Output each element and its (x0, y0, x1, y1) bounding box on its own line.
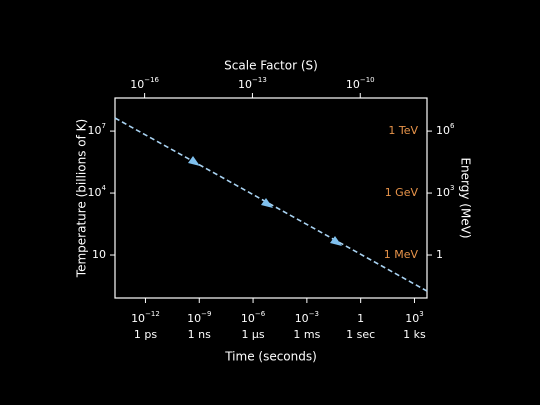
tick-exponent: −6 (255, 310, 266, 318)
tick-base: 10 (436, 186, 450, 199)
x-tick-label: 1 (357, 312, 364, 325)
y-tick-label: 104 (88, 184, 107, 199)
y2-tick-label: 106 (436, 122, 455, 137)
x-tick-unit: 1 ps (134, 328, 157, 341)
x2-tick-label: 10−13 (238, 76, 267, 91)
tick-exponent: −9 (201, 310, 211, 318)
tick-base: 10 (241, 312, 255, 325)
x2-axis-label: Scale Factor (S) (224, 59, 318, 73)
arrow (188, 156, 200, 166)
tick-base: 10 (346, 78, 360, 91)
tick-exponent: −16 (144, 76, 159, 84)
x-tick-unit: 1 ns (188, 328, 211, 341)
x-axis-label: Time (seconds) (224, 350, 317, 364)
x-tick-unit: 1 ms (293, 328, 320, 341)
tick-base: 10 (187, 312, 201, 325)
tick-exponent: 7 (102, 122, 106, 130)
tick-exponent: −10 (360, 76, 375, 84)
y-tick-label: 10 (92, 248, 106, 261)
arrow (261, 198, 273, 208)
x-tick-unit: 1 ks (403, 328, 426, 341)
x-tick-label: 10−6 (241, 310, 266, 325)
tick-exponent: −3 (309, 310, 319, 318)
tick-exponent: 6 (450, 122, 455, 130)
annotation: 1 TeV (388, 124, 418, 137)
x-tick-label: 10−9 (187, 310, 211, 325)
x-tick-unit: 1 sec (346, 328, 375, 341)
tick-base: 10 (405, 312, 419, 325)
tick-exponent: 3 (450, 184, 454, 192)
annotation: 1 GeV (385, 186, 419, 199)
arrow (330, 236, 342, 246)
x-tick-label: 103 (405, 310, 423, 325)
y-tick-label: 107 (88, 122, 106, 137)
y-axis-label: Temperature (billions of K) (75, 119, 89, 278)
tick-exponent: 4 (102, 184, 107, 192)
x2-tick-label: 10−10 (346, 76, 375, 91)
x2-tick-label: 10−16 (130, 76, 159, 91)
direction-arrows (188, 156, 342, 246)
tick-base: 10 (88, 124, 102, 137)
x-tick-label: 10−12 (131, 310, 160, 325)
y2-axis-label: Energy (MeV) (459, 157, 473, 238)
tick-exponent: −12 (145, 310, 160, 318)
tick-base: 10 (295, 312, 309, 325)
tick-exponent: −13 (252, 76, 267, 84)
annotation: 1 MeV (384, 248, 419, 261)
y2-tick-label: 1 (436, 248, 443, 261)
data-line (114, 117, 428, 292)
x-tick-label: 10−3 (295, 310, 319, 325)
tick-base: 10 (436, 124, 450, 137)
tick-base: 10 (130, 78, 144, 91)
tick-base: 10 (238, 78, 252, 91)
tick-base: 10 (131, 312, 145, 325)
tick-base: 10 (88, 186, 102, 199)
tick-exponent: 3 (419, 310, 423, 318)
y2-tick-label: 103 (436, 184, 454, 199)
x-tick-unit: 1 μs (241, 328, 264, 341)
plot-frame (114, 97, 428, 299)
